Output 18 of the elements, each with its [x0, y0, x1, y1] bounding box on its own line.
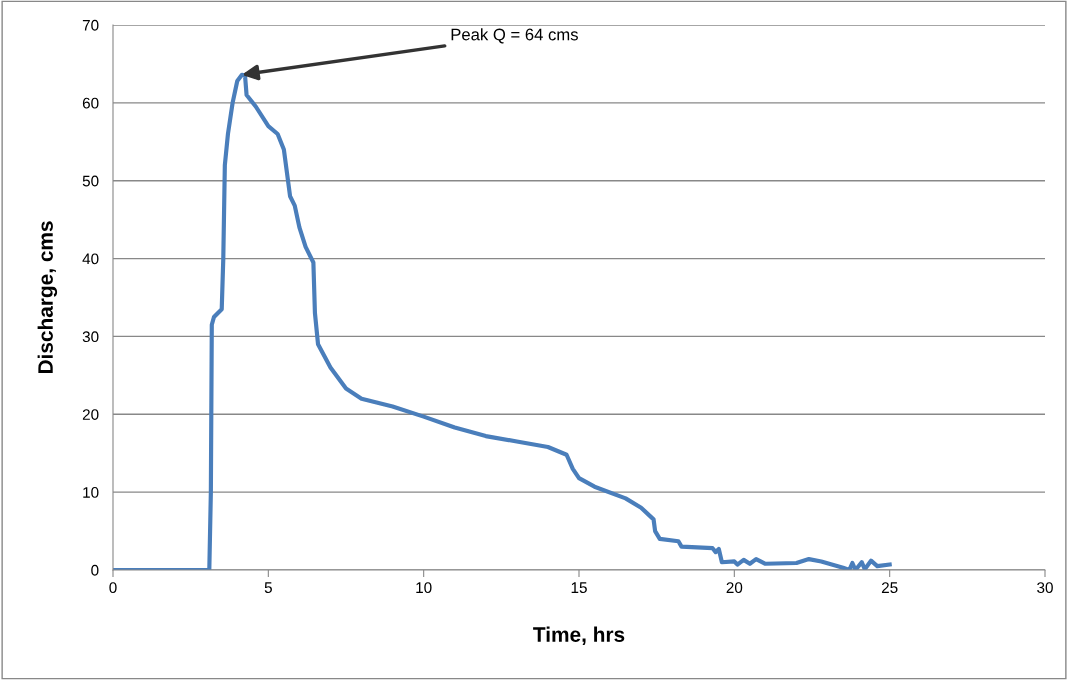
y-tick-label: 30 — [82, 331, 99, 343]
x-tick-label: 20 — [726, 582, 743, 594]
y-tick-label: 60 — [82, 97, 99, 109]
x-tick-label: 25 — [881, 582, 898, 594]
y-tick-label: 20 — [82, 409, 99, 420]
x-tick-label: 0 — [109, 582, 117, 594]
x-tick-label: 10 — [416, 582, 432, 594]
y-tick-label: 50 — [82, 175, 99, 187]
y-tick-label: 40 — [82, 253, 99, 265]
x-tick-label: 15 — [571, 582, 587, 594]
y-tick-label: 70 — [82, 19, 99, 31]
annotation: Peak Q = 64 cms — [451, 28, 578, 44]
y-axis-title: Discharge, cms — [37, 221, 58, 374]
x-tick-label: 30 — [1037, 582, 1053, 594]
y-tick-label: 0 — [91, 564, 99, 576]
y-tick-label: 10 — [83, 487, 99, 498]
x-tick-label: 5 — [264, 582, 272, 594]
x-axis-title: Time, hrs — [533, 626, 625, 645]
